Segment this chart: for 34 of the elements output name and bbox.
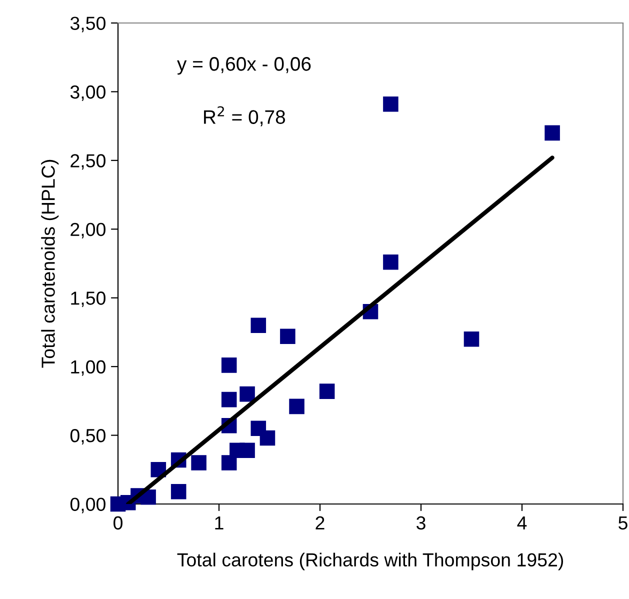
y-tick-label: 2,00 xyxy=(70,222,106,238)
point xyxy=(240,386,255,402)
point xyxy=(319,384,335,399)
y-tick-label: 2,50 xyxy=(70,154,106,170)
x-tick-label: 2 xyxy=(316,516,324,530)
x-tick-label: 0 xyxy=(114,516,122,530)
x-tick-label: 3 xyxy=(416,516,426,530)
point xyxy=(464,331,480,347)
y-tick-label: 0,00 xyxy=(70,498,106,514)
y-tick-label: 0,50 xyxy=(70,428,106,444)
x-tick-label: 1 xyxy=(215,516,224,530)
point xyxy=(289,398,304,414)
y-tick-label: 1,00 xyxy=(71,360,106,376)
point xyxy=(240,442,255,458)
y-tick-label: 3,00 xyxy=(70,85,106,101)
point xyxy=(383,254,398,270)
point xyxy=(383,96,398,112)
y-tick-label: 3,50 xyxy=(70,16,106,32)
point xyxy=(221,455,237,470)
annotation: y = 0,60x - 0,06 xyxy=(177,57,311,75)
annotation: R$^{2}$ = 0,78 xyxy=(204,106,286,126)
point xyxy=(221,358,237,373)
point xyxy=(191,455,206,470)
point xyxy=(280,328,296,344)
x-axis-title: Total carotens (Richards with Thompson 1952) xyxy=(177,552,564,570)
point xyxy=(250,318,266,333)
x-tick-label: 5 xyxy=(618,516,628,530)
point xyxy=(260,430,276,446)
x-tick-label: 4 xyxy=(517,516,527,530)
point xyxy=(170,484,186,500)
point xyxy=(221,392,237,408)
y-tick-label: 1,50 xyxy=(71,292,106,308)
y-axis-title: Total carotenoids (HPLC) xyxy=(41,160,59,368)
point xyxy=(544,125,560,141)
